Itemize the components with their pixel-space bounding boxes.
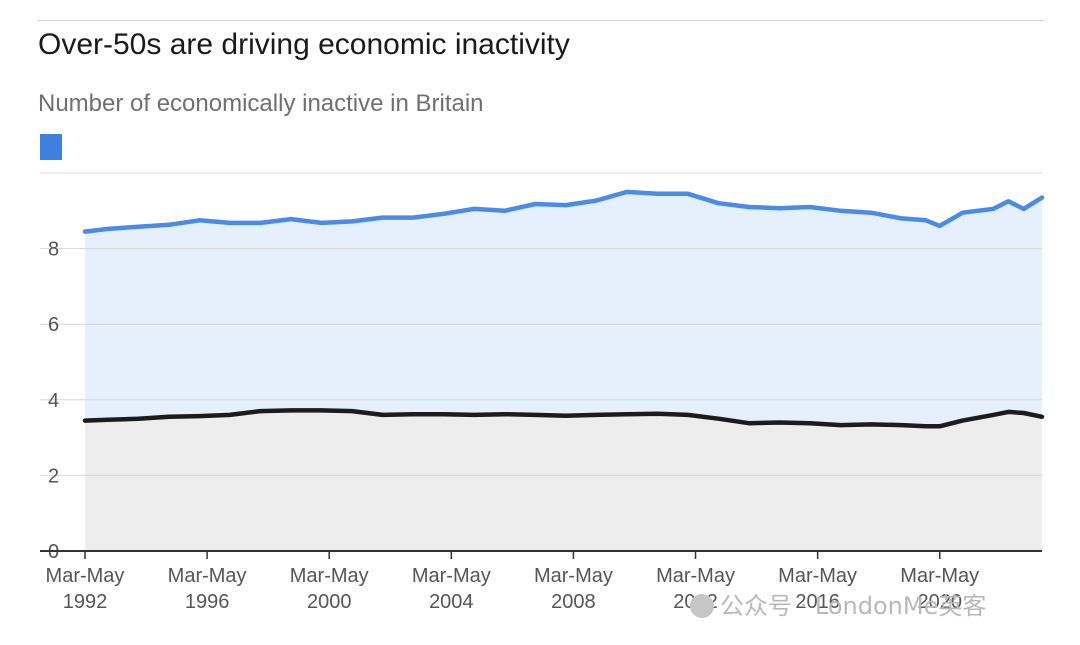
x-tick-label-1996-year: 1996 — [185, 591, 230, 613]
x-tick-label-2000-year: 2000 — [307, 591, 352, 613]
series-1-line — [82, 189, 1045, 234]
y-tick-label-4: 4 — [48, 390, 59, 412]
y-tick-label-2: 2 — [48, 465, 59, 487]
x-tick-label-2020-year: 2020 — [917, 591, 962, 613]
x-tick-label-2008-months: Mar-May — [534, 565, 613, 587]
x-tick-label-2008-year: 2008 — [551, 591, 596, 613]
wechat-icon — [690, 594, 714, 618]
x-tick-label-2020-months: Mar-May — [900, 565, 979, 587]
series-2-area — [85, 410, 1042, 551]
chart-subtitle: Number of economically inactive in Brita… — [38, 90, 484, 117]
x-tick-label-1992-months: Mar-May — [46, 565, 125, 587]
chart-title: Over-50s are driving economic inactivity — [38, 28, 570, 61]
watermark: 公众号 · LondonMe英客 — [690, 586, 986, 621]
x-tick-label-1996-months: Mar-May — [168, 565, 247, 587]
legend-swatch — [40, 134, 62, 160]
x-tick-label-2004-months: Mar-May — [412, 565, 491, 587]
x-tick-label-2016-year: 2016 — [795, 591, 840, 613]
y-tick-label-8: 8 — [48, 239, 59, 261]
x-tick-label-2000-months: Mar-May — [290, 565, 369, 587]
x-tick-label-1992-year: 1992 — [63, 591, 108, 613]
x-tick-label-2016-months: Mar-May — [778, 565, 857, 587]
watermark-text: 公众号 · LondonMe英客 — [720, 592, 987, 620]
x-tick-label-2012-months: Mar-May — [656, 565, 735, 587]
top-divider — [38, 20, 1044, 21]
x-tick-label-2004-year: 2004 — [429, 591, 474, 613]
series-2-line — [82, 408, 1045, 429]
y-tick-label-6: 6 — [48, 314, 59, 336]
